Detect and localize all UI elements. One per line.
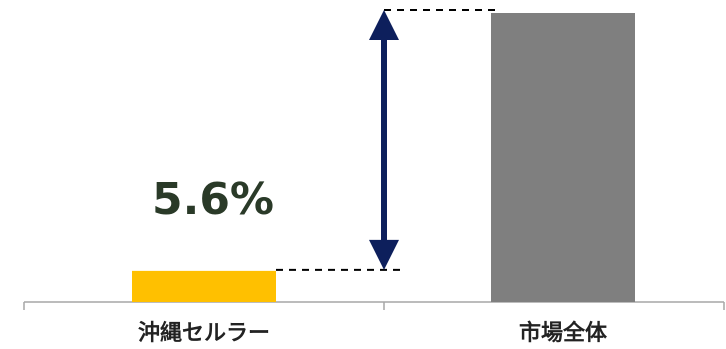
- bar-market-overall: [491, 13, 635, 302]
- data-label-okinawa-cellular: 5.6%: [152, 174, 274, 225]
- category-label-okinawa-cellular: 沖縄セルラー: [138, 321, 270, 346]
- arrow-head-up: [369, 10, 399, 40]
- bar-okinawa-cellular: [132, 270, 276, 302]
- category-label-market-overall: 市場全体: [519, 320, 608, 346]
- arrow-head-down: [369, 239, 399, 270]
- difference-arrow: [369, 10, 399, 270]
